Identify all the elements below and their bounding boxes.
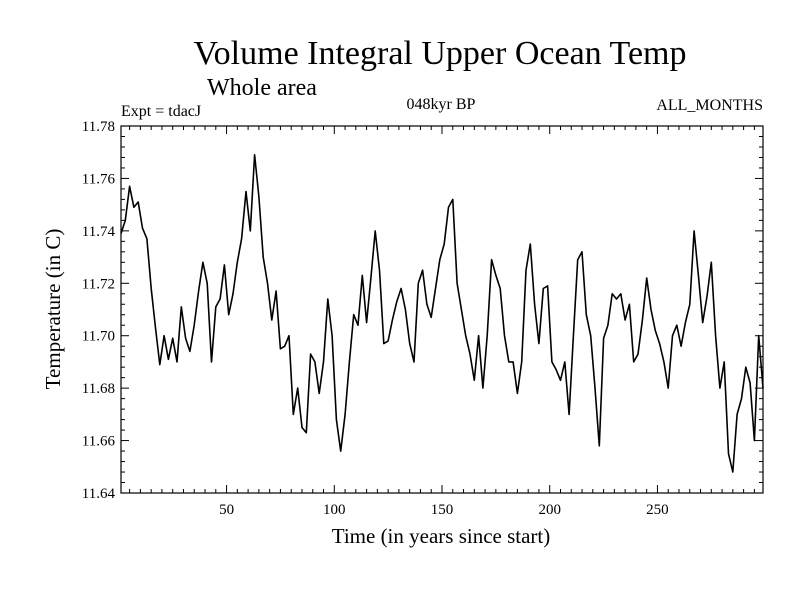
period-label: 048kyr BP xyxy=(407,96,476,113)
y-tick-label: 11.64 xyxy=(82,486,116,502)
chart-title: Volume Integral Upper Ocean Temp xyxy=(194,35,687,72)
y-tick-label: 11.68 xyxy=(82,381,115,397)
months-label: ALL_MONTHS xyxy=(656,97,763,114)
axis-tick-labels: 50 100 150 200 250 11.64 11.66 11.68 11.70 11.72 1… xyxy=(82,119,669,518)
plot-frame xyxy=(120,125,764,494)
y-axis-label: Temperature (in C) xyxy=(41,229,65,390)
x-tick-label: 200 xyxy=(538,502,561,518)
x-tick-label: 150 xyxy=(431,502,454,518)
x-tick-label: 250 xyxy=(646,502,669,518)
experiment-label: Expt = tdacJ xyxy=(121,103,201,120)
temperature-series-line xyxy=(120,154,764,473)
chart-subtitle: Whole area xyxy=(207,75,317,101)
y-tick-label: 11.72 xyxy=(82,276,115,292)
x-tick-label: 100 xyxy=(323,502,346,518)
y-tick-label: 11.74 xyxy=(82,224,116,240)
plot-area: 50 100 150 200 250 11.64 11.66 11.68 11.70 11.72 1… xyxy=(82,119,764,518)
y-tick-label: 11.70 xyxy=(82,329,115,345)
x-axis-label: Time (in years since start) xyxy=(332,524,551,548)
axis-ticks xyxy=(121,125,763,494)
y-tick-label: 11.76 xyxy=(82,171,116,187)
x-tick-label: 50 xyxy=(219,502,234,518)
y-tick-label: 11.78 xyxy=(82,119,115,135)
y-tick-label: 11.66 xyxy=(82,434,116,450)
